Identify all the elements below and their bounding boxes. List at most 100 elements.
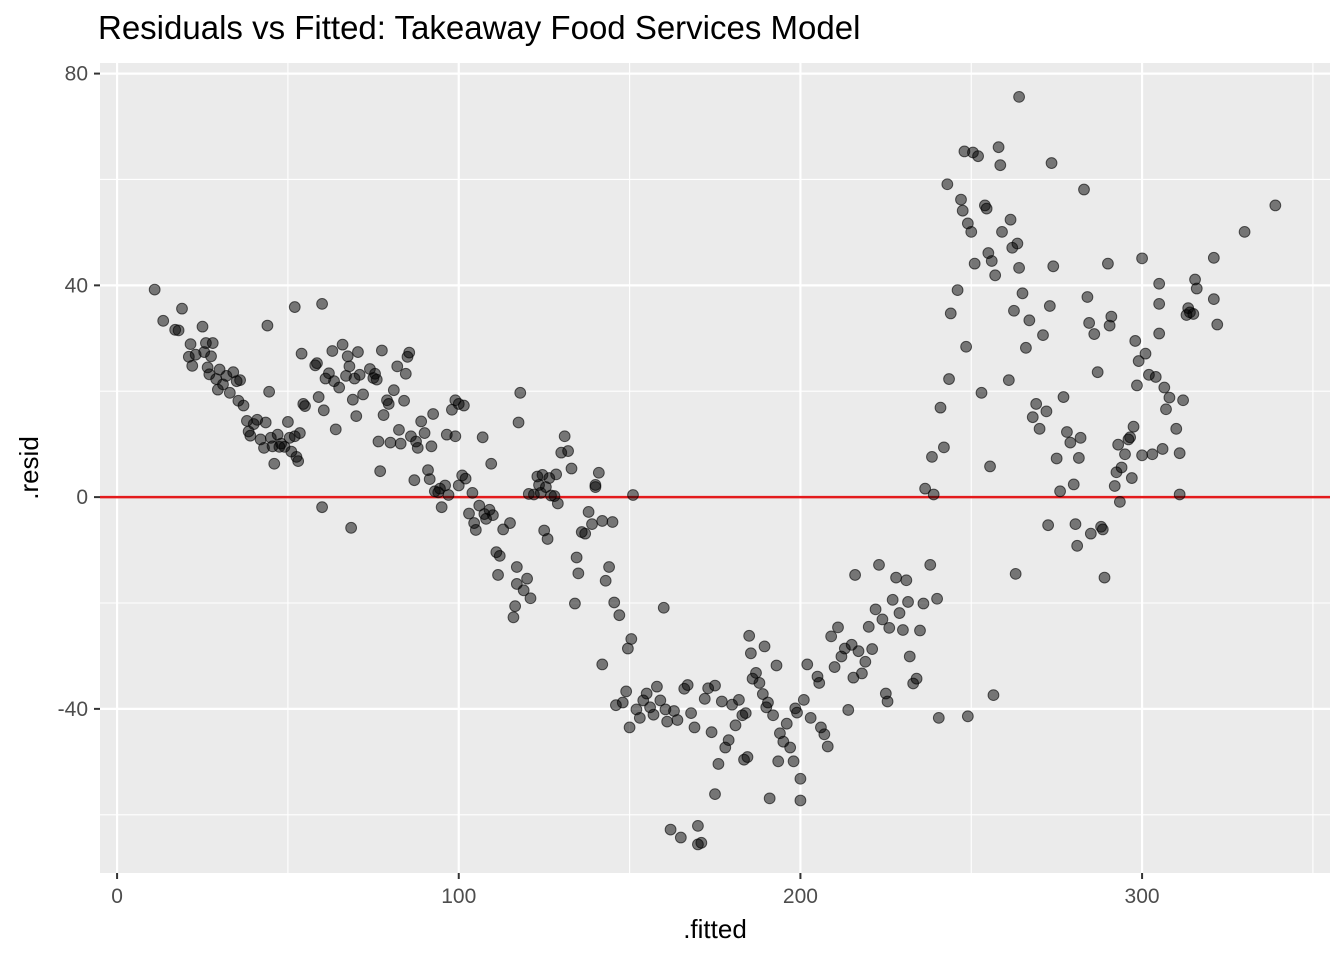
residual-point — [1020, 341, 1032, 354]
residual-point — [148, 283, 161, 296]
residual-point — [664, 823, 677, 836]
residual-point — [741, 751, 754, 763]
residual-point — [596, 658, 609, 671]
residual-point — [1115, 461, 1128, 474]
residual-point — [487, 509, 499, 522]
residual-point — [469, 524, 482, 536]
residual-point — [654, 694, 667, 707]
residual-point — [586, 518, 598, 531]
residual-point — [341, 350, 354, 363]
residual-point — [784, 741, 797, 754]
residual-point — [1146, 448, 1159, 461]
residual-point — [184, 338, 197, 351]
residual-point — [375, 344, 388, 357]
residual-point — [938, 441, 950, 454]
residual-point — [992, 141, 1005, 154]
residual-point — [1129, 335, 1142, 347]
residual-point — [1170, 422, 1183, 435]
residual-point — [763, 792, 776, 805]
residual-point — [205, 350, 217, 363]
residual-point — [647, 708, 660, 721]
y-axis-ticks: -40 0 40 80 — [58, 63, 100, 721]
residual-point — [1173, 488, 1186, 501]
residual-point — [1045, 157, 1058, 169]
residual-point — [750, 666, 762, 679]
y-tick-label: 0 — [76, 486, 88, 509]
residual-point — [881, 695, 894, 708]
residual-point — [902, 596, 914, 608]
residual-point — [562, 445, 574, 457]
residual-point — [1008, 304, 1020, 317]
residual-point — [1207, 293, 1220, 306]
residual-point — [606, 516, 619, 528]
residual-point — [353, 368, 366, 381]
residual-point — [758, 640, 771, 653]
residual-point — [1071, 539, 1084, 552]
x-tick-label: 100 — [441, 885, 476, 908]
residual-point — [411, 441, 424, 454]
residual-point — [259, 416, 272, 429]
residual-point — [1269, 199, 1282, 212]
residual-point — [818, 728, 831, 741]
residual-point — [1160, 403, 1172, 416]
residual-point — [394, 437, 407, 450]
residual-point — [955, 193, 967, 206]
residual-point — [791, 706, 803, 719]
residual-point — [852, 645, 865, 658]
residual-point — [1102, 257, 1114, 270]
residual-point — [1064, 436, 1077, 449]
residual-point — [934, 401, 947, 414]
residual-point — [1112, 438, 1125, 451]
residual-point — [743, 629, 756, 642]
residual-point — [408, 474, 421, 487]
residual-point — [521, 572, 533, 585]
residual-point — [1033, 422, 1046, 435]
residual-point — [234, 374, 246, 387]
residual-point — [661, 715, 674, 728]
residual-point — [1177, 394, 1189, 407]
residual-point — [1149, 371, 1162, 383]
y-tick-label: 40 — [65, 274, 88, 297]
residual-point — [780, 717, 793, 730]
residual-point — [541, 533, 554, 545]
residual-point — [932, 711, 945, 724]
residual-point — [772, 755, 785, 768]
residual-point — [312, 391, 325, 403]
residual-point — [459, 472, 472, 485]
residual-point — [415, 415, 428, 428]
residual-point — [157, 314, 170, 327]
residual-points — [148, 90, 1282, 851]
residual-point — [352, 346, 364, 358]
residual-point — [787, 755, 800, 768]
residual-point — [944, 307, 957, 320]
residual-point — [387, 384, 400, 397]
residual-point — [1158, 381, 1171, 394]
residual-point — [1173, 447, 1186, 460]
y-tick-label: -40 — [58, 698, 88, 721]
residual-point — [311, 357, 323, 370]
residual-point — [316, 501, 328, 514]
residual-point — [570, 551, 583, 564]
residual-point — [640, 687, 653, 700]
residual-point — [1091, 366, 1104, 379]
residual-point — [842, 704, 855, 716]
residual-point — [869, 603, 882, 616]
residual-point — [398, 394, 410, 407]
residual-point — [343, 360, 356, 373]
residual-point — [326, 345, 339, 357]
residual-point — [1042, 519, 1055, 532]
residual-point — [391, 360, 404, 373]
residual-point — [1190, 282, 1203, 295]
residual-point — [403, 346, 416, 359]
residual-point — [1074, 431, 1087, 444]
residual-point — [695, 836, 708, 849]
residual-point — [613, 609, 626, 622]
residual-point — [914, 624, 926, 637]
residual-point — [825, 630, 838, 643]
residual-point — [972, 150, 984, 163]
residual-point — [206, 337, 219, 349]
residual-point — [753, 677, 766, 689]
residual-point — [466, 486, 479, 499]
residual-point — [1050, 452, 1063, 465]
